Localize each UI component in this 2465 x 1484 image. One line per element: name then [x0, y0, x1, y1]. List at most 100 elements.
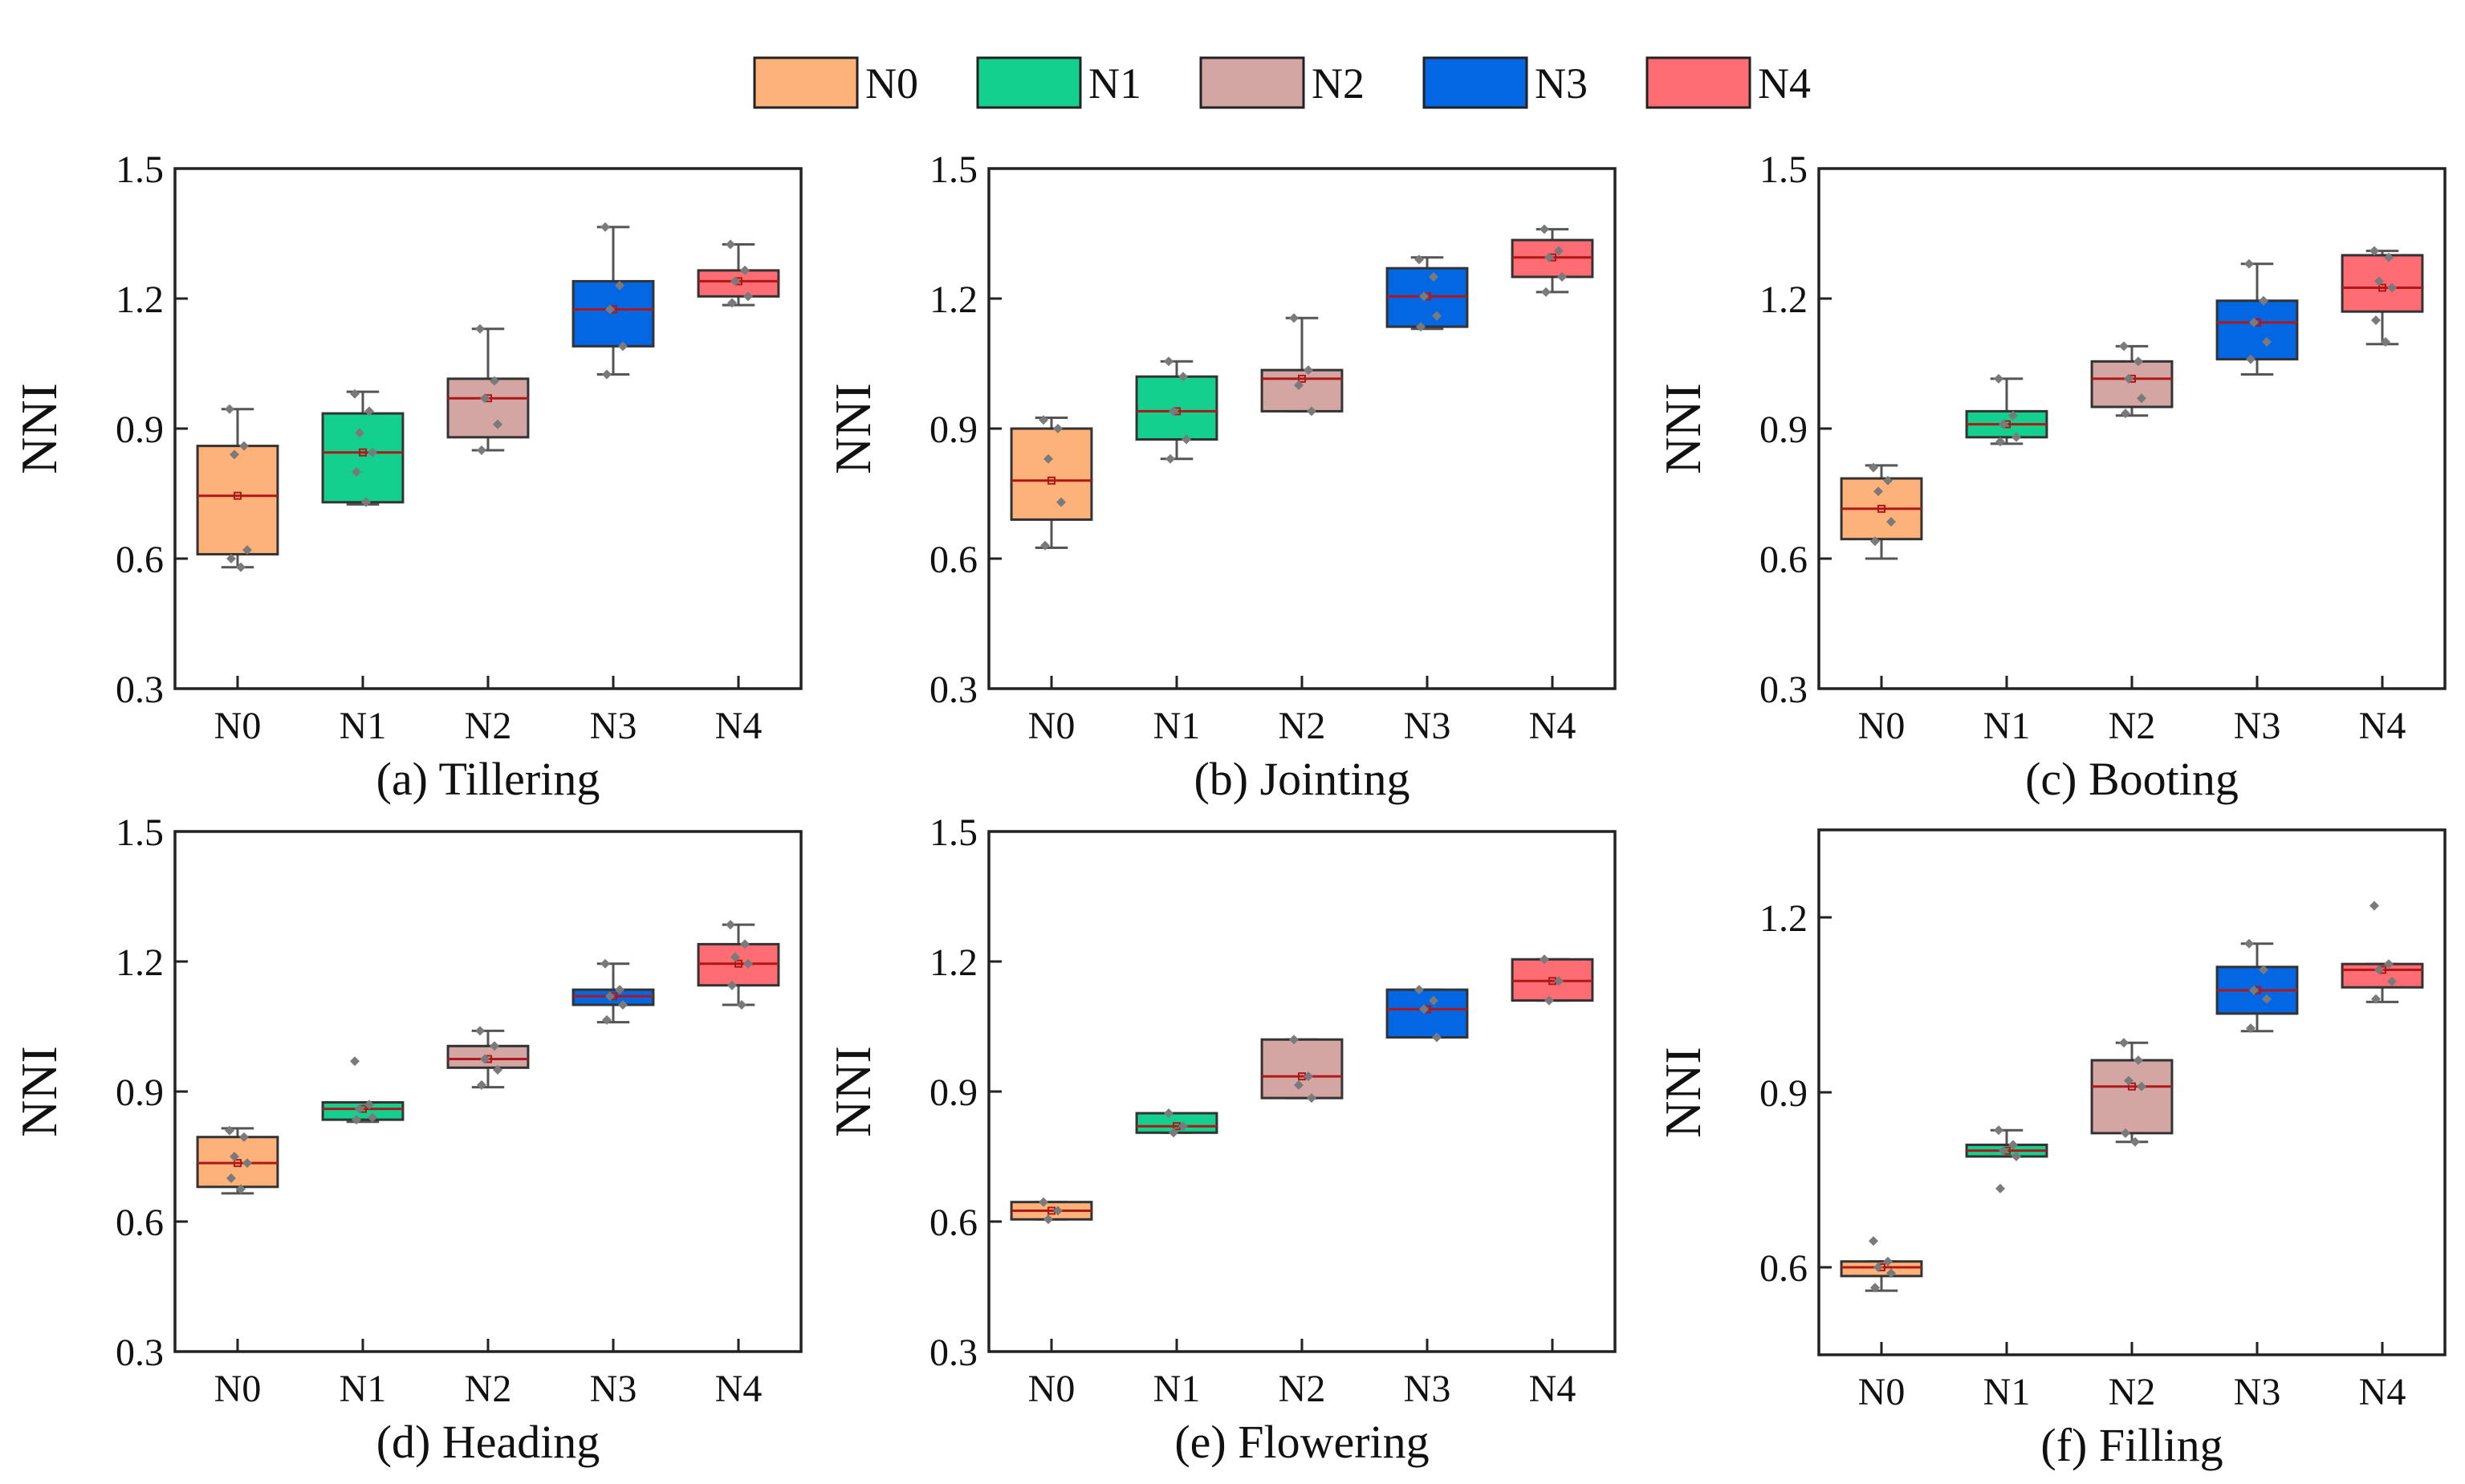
data-point — [1870, 536, 1880, 547]
x-tick-label: N0 — [1028, 705, 1076, 747]
panel-caption: (e) Flowering — [1174, 1416, 1429, 1468]
y-tick-label: 1.2 — [116, 941, 164, 984]
data-point — [1164, 356, 1174, 367]
x-tick-label: N4 — [715, 1368, 763, 1410]
panel-2: 0.3 0.6 0.9 1.2 1.5 NNI N0 N1 N2 N3 N4 (b) Jointing — [824, 148, 1617, 805]
box-n0 — [196, 404, 279, 572]
data-point — [2387, 976, 2397, 986]
box-n3 — [2215, 258, 2299, 376]
y-tick-label: 0.3 — [929, 669, 978, 711]
data-point — [490, 376, 499, 386]
data-point — [618, 341, 628, 352]
data-point — [2246, 1023, 2256, 1034]
y-axis-title: NNI — [1654, 383, 1711, 474]
panel-5: 0.3 0.6 0.9 1.2 1.5 NNI N0 N1 N2 N3 N4 (e) Flowerin… — [824, 811, 1617, 1468]
data-point — [1883, 475, 1893, 486]
panel-caption: (f) Filling — [2040, 1419, 2223, 1471]
data-point — [1169, 406, 1178, 417]
box-n2 — [1260, 1035, 1344, 1104]
x-tick-label: N3 — [1404, 705, 1451, 747]
x-tick-label: N3 — [2234, 1371, 2281, 1413]
box-n4 — [697, 239, 780, 308]
data-point — [730, 276, 740, 287]
data-point — [618, 1000, 628, 1010]
box-iqr — [2090, 360, 2174, 409]
data-point — [727, 298, 737, 308]
y-tick-label: 0.6 — [929, 539, 978, 581]
x-tick-label: N4 — [2359, 1371, 2406, 1413]
data-point — [1040, 540, 1050, 551]
y-tick-label: 1.5 — [116, 148, 164, 191]
data-point — [2133, 356, 2143, 367]
box-n4 — [2341, 901, 2424, 1004]
panel-1: 0.3 0.6 0.9 1.2 1.5 NNI N0 N1 N2 N3 N4 (a) Tillerin… — [10, 148, 803, 805]
mean-marker — [1298, 374, 1306, 383]
data-point — [355, 1104, 364, 1114]
data-point — [1883, 1256, 1893, 1266]
data-point — [737, 1000, 746, 1010]
legend-item-n2: N2 — [1199, 56, 1365, 109]
x-tick-label: N0 — [1858, 705, 1906, 747]
data-point — [1414, 254, 1424, 265]
data-point — [239, 441, 249, 451]
panel-caption: (c) Booting — [2025, 753, 2239, 805]
legend: N0 N1 N2 N3 N4 — [753, 56, 1811, 109]
data-point — [475, 323, 485, 334]
data-point — [600, 958, 610, 969]
data-point — [1886, 1268, 1896, 1279]
x-tick-label: N2 — [465, 705, 512, 747]
data-point — [2121, 1128, 2130, 1138]
x-tick-label: N1 — [340, 705, 387, 747]
data-point — [1540, 224, 1549, 234]
data-point — [475, 1026, 485, 1036]
panel-6: 0.6 0.9 1.2 NNI N0 N1 N2 N3 N4 (f) Filling — [1654, 828, 2447, 1471]
box-iqr — [446, 1044, 530, 1069]
box-iqr — [321, 412, 405, 504]
legend-item-n4: N4 — [1645, 56, 1811, 109]
box-n2 — [2090, 1038, 2174, 1147]
data-point — [1869, 1236, 1878, 1246]
x-tick-label: N1 — [340, 1368, 387, 1410]
data-point — [2249, 317, 2259, 327]
data-point — [1554, 976, 1564, 986]
data-point — [1995, 437, 2005, 447]
data-point — [2011, 432, 2021, 442]
x-tick-label: N3 — [2234, 705, 2281, 747]
data-point — [490, 1041, 499, 1051]
x-tick-label: N0 — [214, 705, 262, 747]
data-point — [1873, 486, 1883, 497]
x-tick-label: N2 — [465, 1368, 512, 1410]
y-tick-label: 0.3 — [929, 1332, 978, 1374]
panel-caption: (b) Jointing — [1194, 753, 1409, 805]
box-n1 — [321, 388, 405, 507]
box-n3 — [1385, 985, 1469, 1043]
x-tick-label: N0 — [214, 1368, 262, 1410]
data-point — [1544, 995, 1554, 1006]
panel-4: 0.3 0.6 0.9 1.2 1.5 NNI N0 N1 N2 N3 N4 (d) Heading — [10, 811, 803, 1468]
data-point — [350, 388, 360, 399]
data-point — [226, 1173, 236, 1183]
data-point — [1169, 1128, 1178, 1138]
box-iqr — [1385, 988, 1469, 1039]
data-point — [1429, 272, 1438, 282]
data-point — [2119, 341, 2129, 352]
data-point — [361, 497, 371, 507]
data-point — [225, 1125, 234, 1136]
box-iqr — [572, 279, 655, 348]
legend-swatch — [753, 56, 859, 109]
legend-label: N3 — [1535, 59, 1588, 108]
data-point — [368, 447, 377, 457]
data-point — [2371, 994, 2381, 1004]
x-tick-label: N2 — [2109, 1371, 2156, 1413]
data-point — [2262, 994, 2272, 1004]
data-point — [1541, 287, 1551, 297]
data-point — [2124, 1075, 2133, 1086]
data-point — [1304, 365, 1313, 376]
data-point — [1540, 954, 1549, 965]
y-tick-label: 1.5 — [1759, 148, 1808, 191]
x-tick-label: N1 — [1983, 705, 2031, 747]
data-point — [236, 1184, 246, 1194]
data-point — [477, 1079, 486, 1090]
legend-label: N1 — [1088, 59, 1141, 108]
data-point — [1304, 1071, 1313, 1082]
